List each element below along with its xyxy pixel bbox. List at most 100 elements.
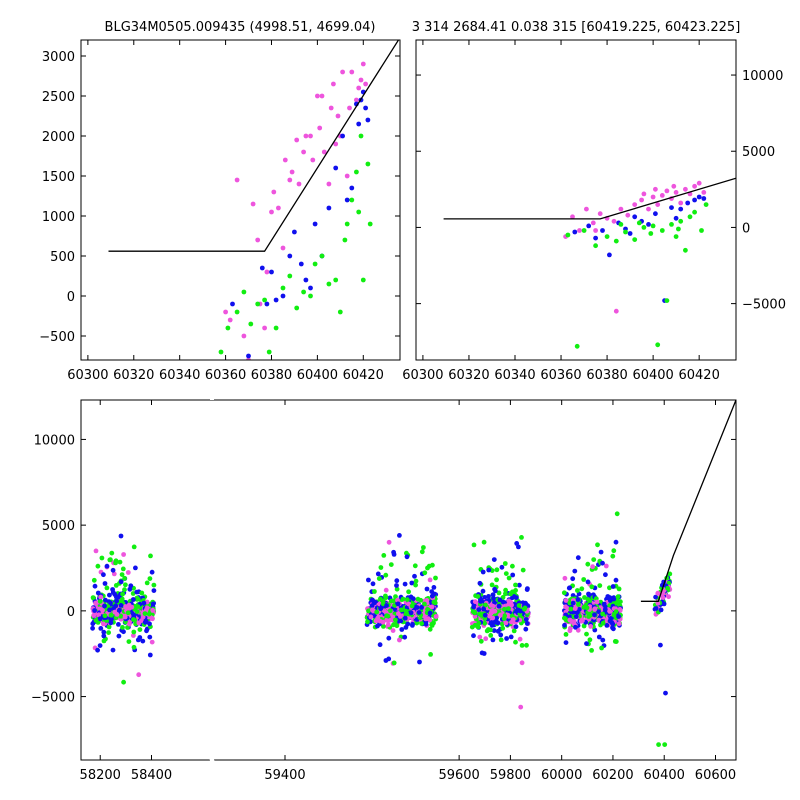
data-point <box>367 221 373 227</box>
data-point <box>614 511 620 517</box>
data-point <box>613 308 619 314</box>
data-point <box>310 157 316 163</box>
data-point <box>95 647 100 653</box>
data-point <box>607 585 612 591</box>
data-point <box>618 599 623 605</box>
data-point <box>287 177 293 183</box>
data-point <box>95 563 101 569</box>
data-point <box>589 584 595 590</box>
data-point <box>567 617 573 623</box>
y-tick-label: 2000 <box>42 130 75 145</box>
data-point <box>114 598 119 604</box>
data-point <box>383 587 389 593</box>
data-point <box>692 209 697 215</box>
data-point <box>673 234 679 240</box>
data-point <box>416 610 422 615</box>
data-point <box>508 634 514 640</box>
x-tick-label: 60380 <box>251 368 292 383</box>
data-point <box>488 633 494 638</box>
data-point <box>699 228 704 233</box>
data-point <box>632 202 638 208</box>
data-point <box>575 610 580 615</box>
data-point <box>514 541 520 546</box>
data-point <box>417 659 422 665</box>
data-point <box>653 606 659 611</box>
data-point <box>319 253 325 259</box>
data-point <box>90 625 95 631</box>
data-point <box>375 571 381 577</box>
data-point <box>301 149 306 155</box>
axes-frame <box>415 39 737 361</box>
data-point <box>344 221 350 227</box>
data-point <box>475 594 481 599</box>
data-point <box>478 597 484 603</box>
data-point <box>349 197 355 203</box>
data-point <box>664 188 670 194</box>
data-point <box>563 598 569 603</box>
data-point <box>373 618 379 624</box>
data-point <box>399 607 404 613</box>
data-point <box>650 194 656 200</box>
data-point <box>412 573 417 579</box>
data-point <box>692 183 697 189</box>
data-point <box>611 218 617 224</box>
data-point <box>482 595 488 600</box>
data-point <box>412 563 418 569</box>
data-point <box>298 261 304 267</box>
data-point <box>613 238 619 244</box>
data-point <box>646 206 651 212</box>
data-point <box>683 186 688 192</box>
data-point <box>472 609 478 615</box>
data-point <box>503 587 508 593</box>
data-point <box>366 608 371 614</box>
data-point <box>133 565 138 571</box>
x-tick-label: 59800 <box>490 768 531 783</box>
data-point <box>678 218 684 224</box>
data-point <box>101 638 107 644</box>
data-point <box>671 183 677 189</box>
data-point <box>147 634 153 640</box>
data-point <box>383 572 389 578</box>
data-point <box>385 613 391 619</box>
data-point <box>404 554 410 560</box>
data-point <box>609 620 615 625</box>
data-point <box>402 615 408 621</box>
data-point <box>418 597 424 603</box>
x-tick-label: 60600 <box>695 768 736 783</box>
data-point <box>513 588 518 593</box>
data-point <box>134 589 140 595</box>
data-point <box>525 586 530 591</box>
data-point <box>431 585 437 590</box>
plot-area <box>443 177 736 349</box>
data-point <box>378 606 384 612</box>
data-point <box>613 539 619 545</box>
data-point <box>519 535 524 540</box>
data-point <box>575 588 580 593</box>
axes-frame <box>80 39 401 361</box>
data-point <box>273 297 279 303</box>
data-point <box>118 603 124 608</box>
data-point <box>340 133 345 139</box>
data-point <box>480 588 486 594</box>
data-point <box>617 607 623 612</box>
data-point <box>483 602 488 608</box>
data-point <box>230 301 235 307</box>
data-point <box>488 603 494 608</box>
data-point <box>570 576 576 582</box>
data-point <box>524 642 529 648</box>
data-point <box>419 605 424 610</box>
data-point <box>106 624 112 630</box>
data-point <box>667 571 673 577</box>
data-point <box>223 309 229 315</box>
data-point <box>108 616 113 622</box>
y-tick-label: 1000 <box>42 210 75 225</box>
data-point <box>282 157 288 163</box>
data-point <box>139 590 145 596</box>
data-point <box>503 571 509 576</box>
data-point <box>130 591 136 596</box>
data-point <box>241 333 247 339</box>
data-point <box>387 608 393 614</box>
data-point <box>482 620 488 626</box>
data-point <box>561 590 567 596</box>
